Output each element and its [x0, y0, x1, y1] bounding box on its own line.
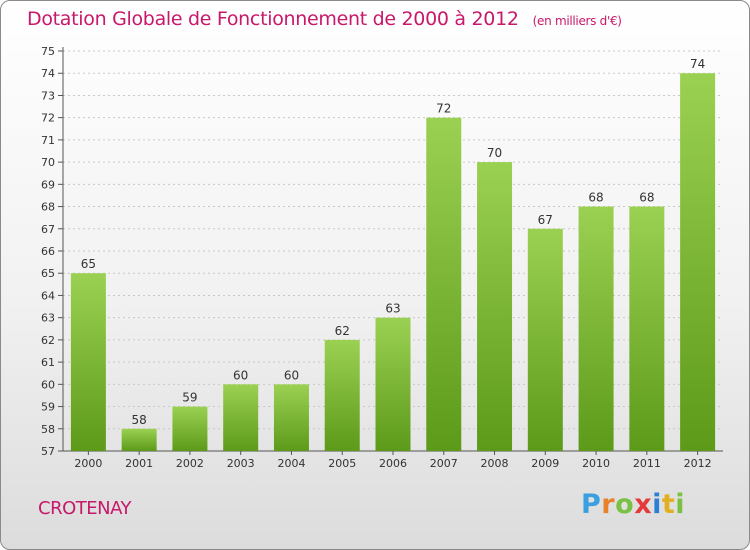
y-tick-label: 70 [41, 156, 55, 169]
bar-2005 [324, 339, 360, 451]
y-tick-label: 67 [41, 223, 55, 236]
bar-2008 [477, 162, 513, 451]
x-tick-label: 2011 [633, 457, 661, 470]
y-tick-label: 75 [41, 45, 55, 58]
bar-value-label: 68 [588, 191, 603, 205]
title-text: Dotation Globale de Fonctionnement de 20… [27, 8, 519, 30]
bar-2000 [70, 273, 106, 451]
y-tick-label: 69 [41, 178, 55, 191]
y-tick-label: 73 [41, 89, 55, 102]
x-tick-label: 2012 [684, 457, 712, 470]
x-tick-label: 2010 [582, 457, 610, 470]
bar-2009 [527, 228, 563, 451]
x-tick-label: 2003 [227, 457, 255, 470]
y-tick-label: 58 [41, 423, 55, 436]
y-tick-label: 64 [41, 289, 55, 302]
chart-subtitle: (en milliers d'€) [532, 14, 622, 28]
y-tick-label: 63 [41, 312, 55, 325]
bar-value-label: 60 [284, 368, 299, 382]
y-tick-label: 66 [41, 245, 55, 258]
x-tick-label: 2007 [430, 457, 458, 470]
y-tick-label: 60 [41, 378, 55, 391]
bar-value-label: 67 [538, 213, 553, 227]
y-tick-label: 59 [41, 401, 55, 414]
proxiti-logo: Proxiti [581, 489, 686, 520]
y-tick-label: 65 [41, 267, 55, 280]
x-tick-label: 2001 [125, 457, 153, 470]
x-tick-label: 2000 [74, 457, 102, 470]
bars: 65 58 59 60 60 62 63 72 70 67 68 68 74 [70, 57, 716, 452]
chart-title: Dotation Globale de Fonctionnement de 20… [27, 8, 622, 30]
y-tick-label: 57 [41, 445, 55, 458]
bar-value-label: 68 [639, 191, 654, 205]
x-tick-label: 2004 [277, 457, 305, 470]
bar-2003 [223, 384, 259, 451]
bar-value-label: 63 [385, 302, 400, 316]
x-tick-label: 2006 [379, 457, 407, 470]
bar-value-label: 60 [233, 368, 248, 382]
y-tick-label: 74 [41, 67, 55, 80]
x-tick-label: 2009 [531, 457, 559, 470]
bar-2007 [426, 117, 462, 452]
bar-value-label: 65 [81, 257, 96, 271]
bar-value-label: 74 [690, 57, 705, 71]
y-tick-label: 71 [41, 134, 55, 147]
bar-2011 [629, 206, 665, 451]
bar-value-label: 59 [182, 391, 197, 405]
bar-2001 [121, 428, 157, 451]
y-tick-label: 72 [41, 112, 55, 125]
x-tick-label: 2002 [176, 457, 204, 470]
bar-2006 [375, 317, 411, 451]
bar-value-label: 58 [132, 413, 147, 427]
bar-2002 [172, 406, 208, 451]
x-tick-label: 2005 [328, 457, 356, 470]
bar-2012 [680, 73, 716, 451]
y-tick-label: 62 [41, 334, 55, 347]
y-tick-label: 68 [41, 201, 55, 214]
bar-value-label: 62 [335, 324, 350, 338]
bar-value-label: 72 [436, 102, 451, 116]
commune-name: CROTENAY [38, 498, 132, 519]
y-tick-label: 61 [41, 356, 55, 369]
x-tick-label: 2008 [481, 457, 509, 470]
bar-2010 [578, 206, 614, 451]
bar-2004 [273, 384, 309, 451]
bar-value-label: 70 [487, 146, 502, 160]
